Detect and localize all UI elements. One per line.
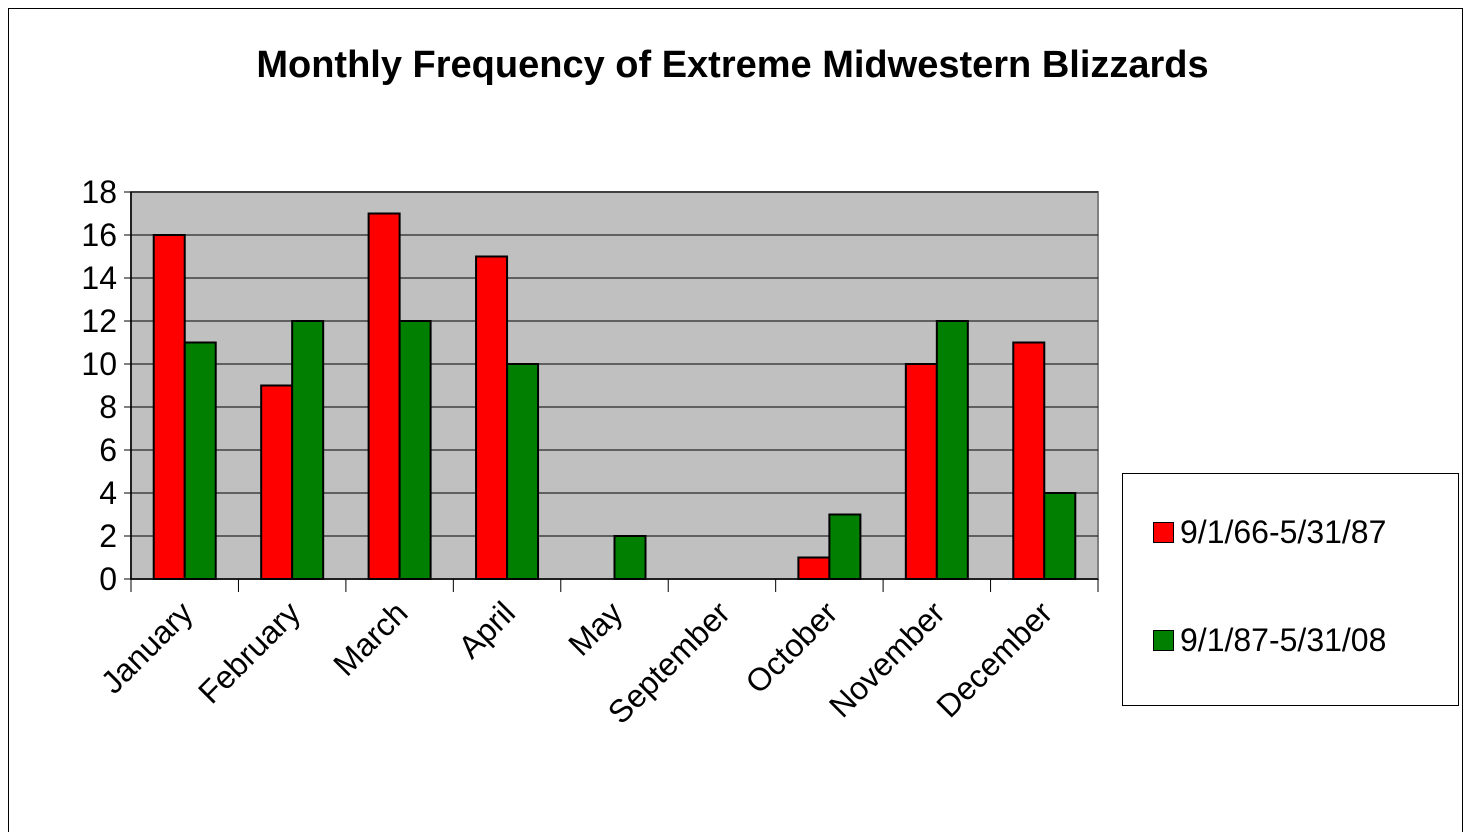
x-tick-label: March xyxy=(326,594,414,682)
chart-frame xyxy=(8,8,1463,832)
legend-swatch-series-2 xyxy=(1153,630,1174,651)
y-tick-label: 18 xyxy=(81,174,117,210)
x-tick-label: May xyxy=(561,594,629,662)
bar xyxy=(183,341,217,580)
y-tick-label: 16 xyxy=(81,217,117,253)
x-tick-label: December xyxy=(929,594,1059,724)
y-tick-label: 8 xyxy=(99,389,117,425)
x-tick-label: November xyxy=(822,594,952,724)
bar xyxy=(152,234,186,580)
chart-title: Monthly Frequency of Extreme Midwestern … xyxy=(256,44,1209,86)
bar xyxy=(1043,492,1077,580)
x-tick-label: February xyxy=(191,594,307,710)
legend-item-series-1: 9/1/66-5/31/87 xyxy=(1153,514,1386,551)
legend-label-series-2: 9/1/87-5/31/08 xyxy=(1180,622,1387,658)
y-tick-label: 4 xyxy=(99,475,117,511)
x-tick-label: April xyxy=(451,594,522,665)
y-axis-ticks: 0 2 4 6 8 10 12 14 16 18 xyxy=(81,174,131,597)
y-tick-label: 0 xyxy=(99,561,117,597)
legend-swatch-series-1 xyxy=(1153,522,1174,543)
x-tick-label: January xyxy=(94,594,200,700)
bar xyxy=(904,363,938,580)
y-tick-label: 10 xyxy=(81,346,117,382)
legend: 9/1/66-5/31/87 9/1/87-5/31/08 xyxy=(1122,473,1459,706)
bar xyxy=(475,255,509,580)
axes xyxy=(130,192,1098,580)
y-tick-label: 2 xyxy=(99,518,117,554)
y-tick-label: 14 xyxy=(81,260,117,296)
legend-label-series-1: 9/1/66-5/31/87 xyxy=(1180,514,1387,550)
bar xyxy=(506,363,540,580)
bar xyxy=(398,320,432,580)
bar xyxy=(613,535,647,580)
bar xyxy=(828,513,862,580)
bar xyxy=(291,320,325,580)
legend-item-series-2: 9/1/87-5/31/08 xyxy=(1153,622,1386,659)
bar xyxy=(367,212,401,580)
bar xyxy=(260,384,294,580)
y-tick-label: 12 xyxy=(81,303,117,339)
bar xyxy=(1012,341,1046,580)
y-tick-label: 6 xyxy=(99,432,117,468)
bar xyxy=(797,556,831,580)
x-tick-label: October xyxy=(738,594,844,700)
bar xyxy=(935,320,969,580)
